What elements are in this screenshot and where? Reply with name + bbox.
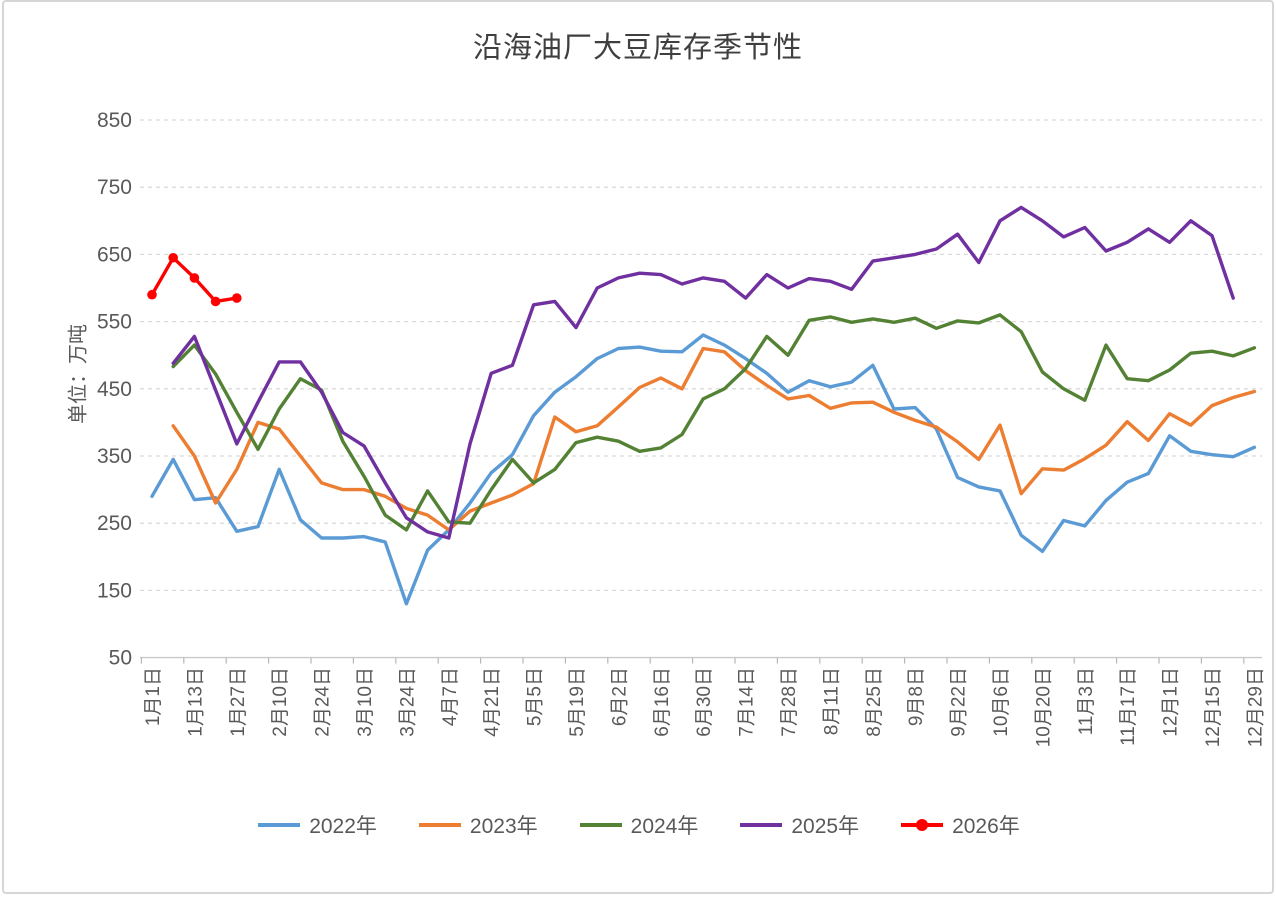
x-tick-label: 6月2日 bbox=[609, 667, 630, 726]
x-tick-label: 6月16日 bbox=[652, 667, 673, 737]
x-tick-label: 5月5日 bbox=[525, 667, 546, 726]
series-line-2023年 bbox=[171, 346, 1257, 532]
series-marker-2026年 bbox=[147, 289, 157, 300]
x-tick-label: 4月21日 bbox=[482, 667, 503, 737]
series-line-2024年 bbox=[171, 313, 1257, 532]
legend-swatch-2026年 bbox=[901, 819, 944, 831]
x-tick-label: 12月29日 bbox=[1245, 667, 1266, 747]
x-tick-label: 9月8日 bbox=[906, 667, 927, 726]
x-tick-label: 1月1日 bbox=[143, 667, 164, 726]
y-tick-label: 450 bbox=[97, 378, 132, 401]
legend-swatch-2022年 bbox=[258, 823, 301, 827]
x-tick-label: 10月20日 bbox=[1033, 667, 1054, 747]
x-tick-label: 9月22日 bbox=[949, 667, 970, 737]
legend-label: 2026年 bbox=[952, 815, 1020, 838]
x-tick-label: 1月13日 bbox=[185, 667, 206, 737]
x-tick-label: 11月17日 bbox=[1118, 667, 1139, 746]
x-tick-label: 12月15日 bbox=[1203, 667, 1224, 747]
legend-swatch-2023年 bbox=[418, 823, 461, 827]
legend: 2022年 2023年 2024年 2025年 2026年 bbox=[4, 810, 1272, 840]
y-tick-label: 350 bbox=[97, 445, 132, 468]
x-tick-label: 2月24日 bbox=[313, 667, 334, 737]
x-tick-label: 10月6日 bbox=[991, 667, 1012, 737]
x-tick-label: 4月7日 bbox=[440, 667, 461, 726]
plot-area: 850 750 650 550 450 350 250 150 50 1月1日 1月13日 1月27日… bbox=[97, 109, 1266, 747]
y-tick-label: 50 bbox=[109, 647, 132, 670]
legend-label: 2023年 bbox=[469, 815, 538, 838]
legend-swatch-2024年 bbox=[579, 823, 622, 827]
x-tick-label: 6月30日 bbox=[694, 667, 715, 737]
y-tick-label: 550 bbox=[97, 311, 132, 334]
legend-item-2022年[interactable]: 2022年 bbox=[256, 810, 377, 840]
x-tick-label: 3月24日 bbox=[397, 667, 418, 737]
y-tick-label: 750 bbox=[97, 176, 132, 199]
legend-label: 2025年 bbox=[791, 815, 860, 838]
x-tick-label: 7月14日 bbox=[737, 667, 758, 737]
y-tick-label: 250 bbox=[97, 512, 132, 535]
x-tick-label: 5月19日 bbox=[567, 667, 588, 737]
series-marker-2026年 bbox=[189, 273, 200, 283]
legend-item-2026年[interactable]: 2026年 bbox=[899, 810, 1020, 840]
x-tick-label: 2月10日 bbox=[270, 667, 291, 737]
series-line-2022年 bbox=[150, 333, 1257, 606]
legend-label: 2022年 bbox=[309, 815, 377, 838]
x-tick-label: 7月28日 bbox=[779, 667, 800, 737]
series-line-2025年 bbox=[171, 205, 1235, 540]
chart-title: 沿海油厂大豆库存季节性 bbox=[472, 32, 803, 64]
legend-item-2023年[interactable]: 2023年 bbox=[417, 810, 538, 840]
x-tick-label: 3月10日 bbox=[355, 667, 376, 737]
x-tick-label: 11月3日 bbox=[1076, 667, 1097, 735]
series-marker-2026年 bbox=[232, 293, 242, 303]
series-marker-2026年 bbox=[210, 296, 221, 307]
legend-swatch-2025年 bbox=[740, 823, 783, 827]
series-marker-2026年 bbox=[168, 252, 178, 263]
y-tick-label: 150 bbox=[97, 579, 132, 602]
legend-item-2025年[interactable]: 2025年 bbox=[738, 810, 859, 840]
legend-item-2024年[interactable]: 2024年 bbox=[578, 810, 699, 840]
y-tick-label: 850 bbox=[97, 109, 132, 132]
x-tick-label: 1月27日 bbox=[228, 667, 249, 737]
y-tick-label: 650 bbox=[97, 243, 132, 266]
x-tick-label: 8月25日 bbox=[864, 667, 885, 737]
x-tick-label: 8月11日 bbox=[821, 667, 842, 735]
x-tick-label: 12月1日 bbox=[1161, 667, 1182, 737]
legend-label: 2024年 bbox=[630, 815, 699, 838]
